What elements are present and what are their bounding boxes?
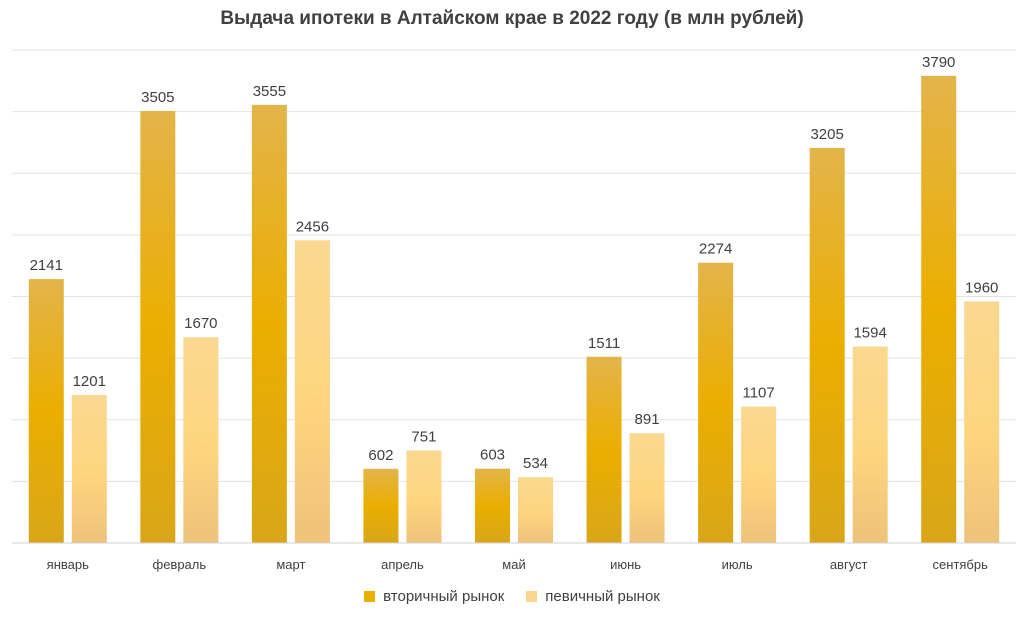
data-label: 3505	[141, 89, 174, 106]
data-label: 1960	[965, 279, 998, 296]
x-axis: январь февраль март апрель май июнь июль август…	[12, 542, 1016, 572]
bar-primary	[518, 477, 553, 543]
data-label: 3205	[810, 126, 843, 143]
data-label: 2141	[30, 257, 63, 274]
bar-primary	[852, 346, 888, 543]
bar-secondary	[921, 75, 957, 543]
data-label: 602	[368, 447, 393, 464]
bar-primary	[71, 394, 107, 543]
bar-primary	[629, 433, 665, 543]
bar-secondary	[140, 111, 176, 543]
bar-secondary	[475, 468, 510, 543]
x-tick-label: август	[830, 557, 868, 572]
x-tick-label: сентябрь	[933, 557, 989, 572]
x-tick-label: июнь	[610, 557, 641, 572]
bars	[28, 75, 1000, 543]
chart-title: Выдача ипотеки в Алтайском крае в 2022 г…	[220, 8, 804, 29]
data-label: 3555	[253, 83, 286, 100]
bar-secondary	[586, 356, 622, 543]
data-label: 2456	[296, 218, 329, 235]
bar-primary	[406, 450, 442, 543]
data-label: 3790	[922, 54, 955, 71]
data-label: 1107	[742, 385, 774, 402]
bar-secondary	[251, 104, 287, 543]
legend-swatch-secondary	[364, 591, 376, 602]
data-label: 1511	[588, 335, 620, 352]
bar-secondary	[28, 279, 64, 543]
bar-primary	[183, 337, 219, 543]
x-tick-label: март	[276, 557, 305, 572]
bar-primary	[964, 301, 1000, 543]
bar-secondary	[809, 147, 845, 543]
bar-primary	[741, 406, 777, 543]
data-label: 534	[523, 455, 548, 472]
bar-primary	[294, 240, 330, 543]
data-label: 1594	[853, 325, 886, 342]
x-tick-label: май	[502, 557, 525, 572]
x-tick-label: июль	[722, 557, 753, 572]
data-label: 1670	[184, 315, 217, 332]
x-tick-label: апрель	[381, 557, 424, 572]
legend-swatch-primary	[526, 591, 538, 602]
gridlines	[12, 49, 1016, 482]
x-tick-label: февраль	[153, 557, 207, 572]
bar-secondary	[363, 468, 399, 543]
data-label: 1201	[73, 373, 106, 390]
legend-label-primary: певичный рынок	[545, 588, 660, 605]
legend-label-secondary: вторичный рынок	[383, 588, 505, 605]
legend: вторичный рынок певичный рынок	[0, 588, 1024, 605]
bar-secondary	[698, 262, 734, 543]
x-tick-label: январь	[47, 557, 89, 572]
data-label: 891	[635, 411, 660, 428]
data-label: 751	[411, 428, 436, 445]
data-label: 603	[480, 447, 505, 464]
data-label: 2274	[699, 241, 732, 258]
legend-item-primary: певичный рынок	[526, 588, 660, 605]
data-labels: 2141 1201 3505 1670 3555 2456 602 751 603 534 1511…	[30, 54, 999, 472]
legend-item-secondary: вторичный рынок	[364, 588, 504, 605]
